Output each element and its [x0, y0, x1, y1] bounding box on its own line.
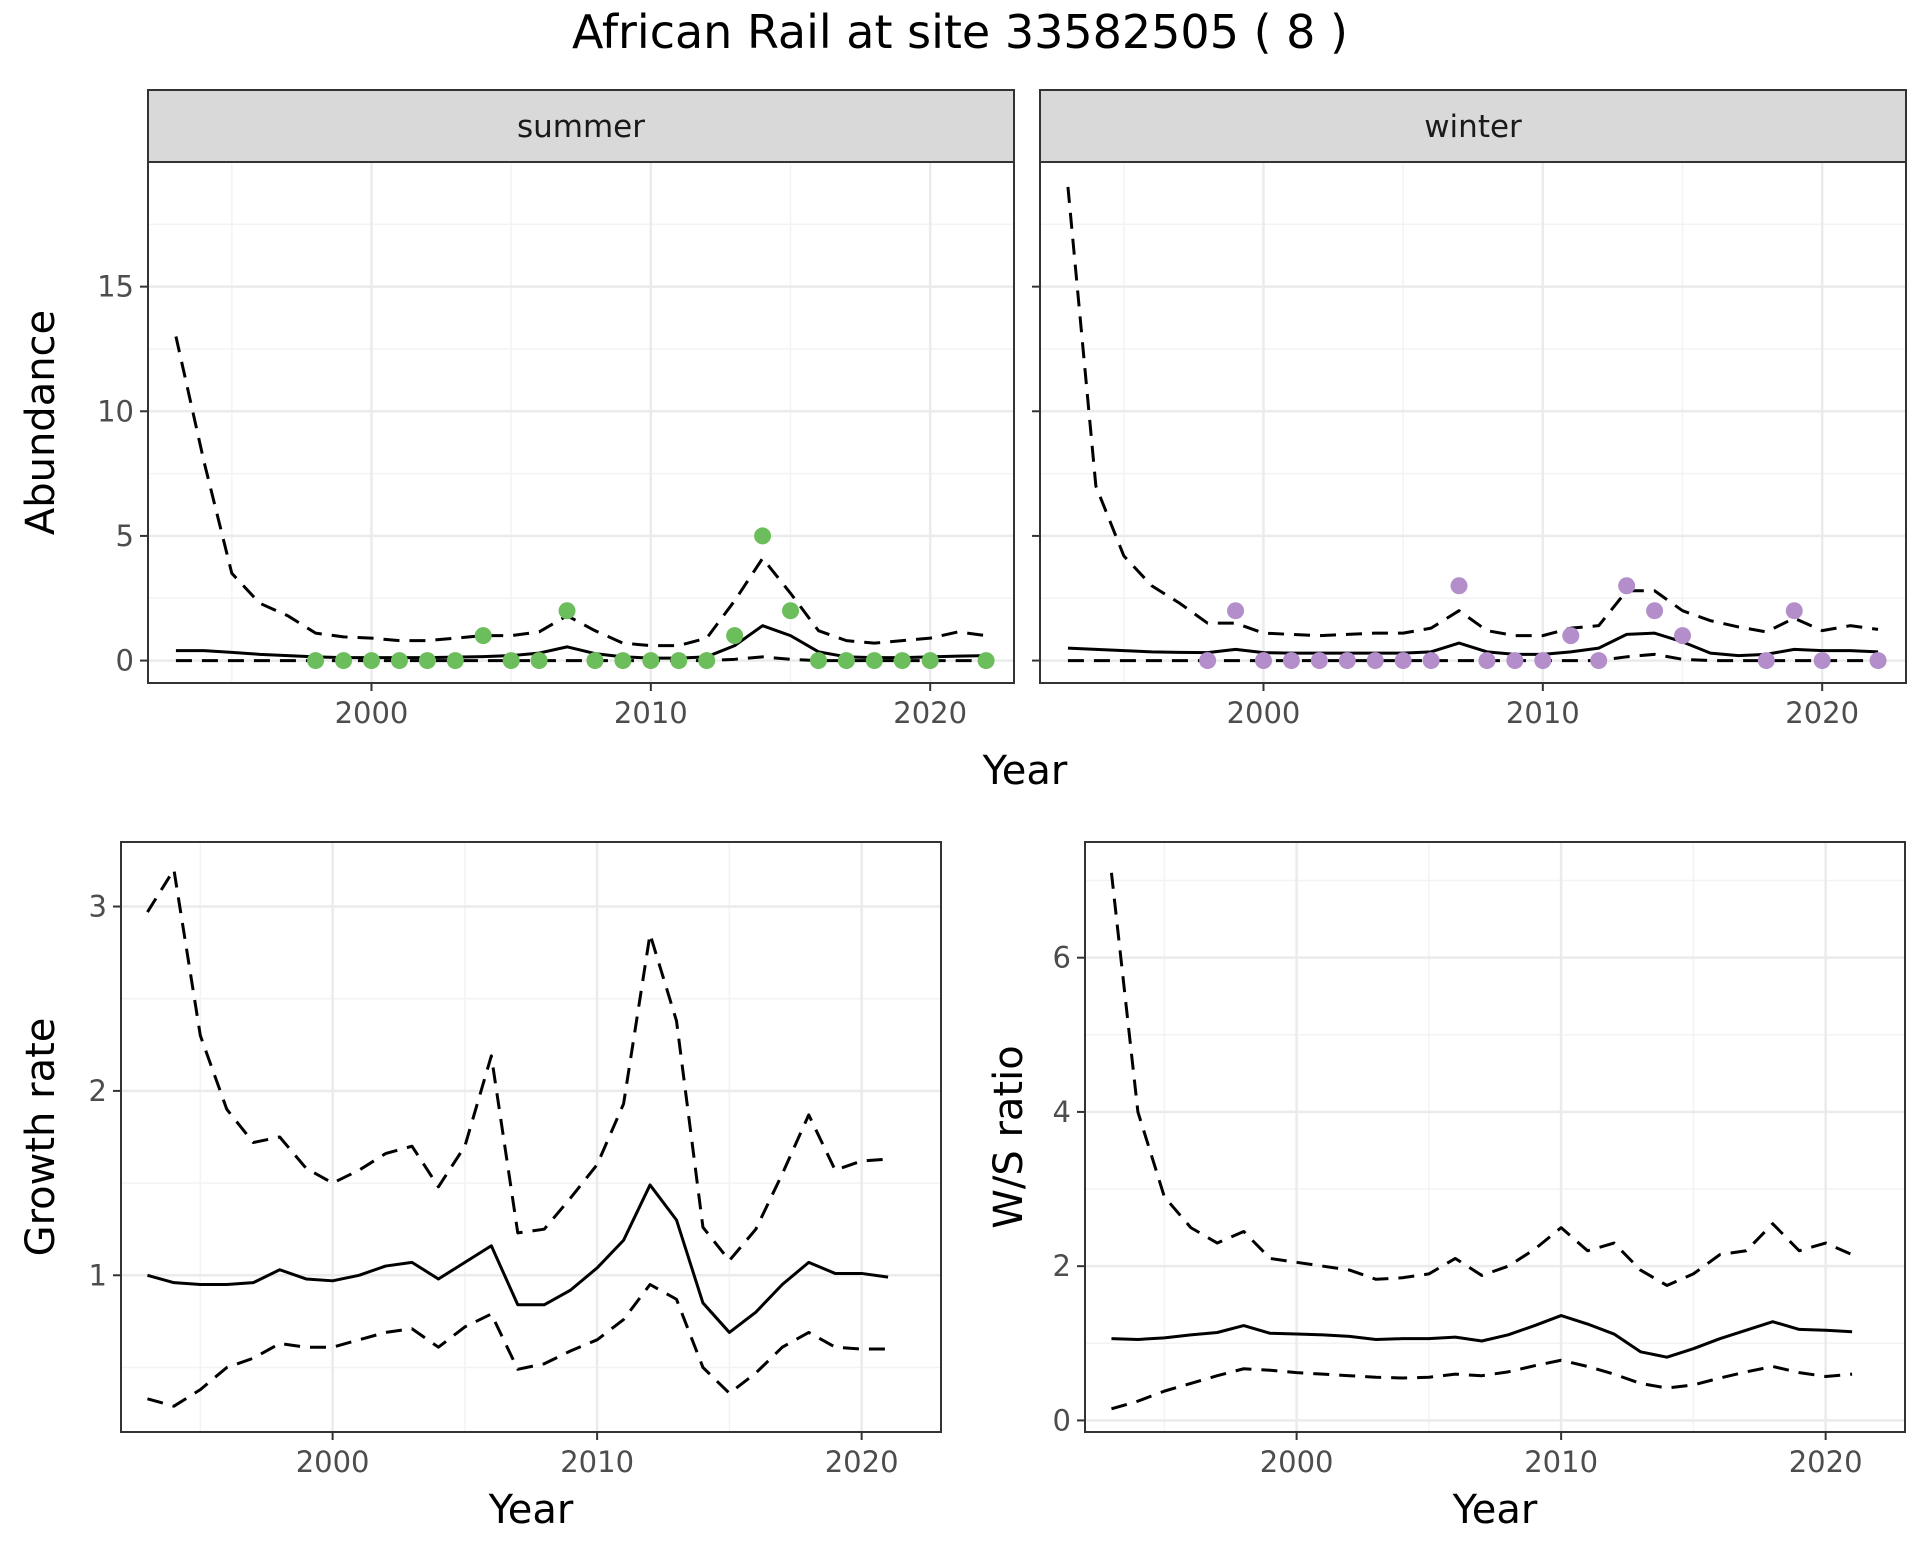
x-tick-label: 2020	[1789, 1445, 1863, 1479]
x-tick-label: 2010	[560, 1445, 634, 1479]
observation-point	[362, 652, 380, 670]
x-tick-label: 2020	[1785, 696, 1859, 730]
series-estimate-line	[1111, 1314, 1853, 1359]
observation-point	[474, 627, 492, 645]
series-lower-line	[1111, 1358, 1853, 1411]
y-axis-title: Abundance	[18, 310, 64, 535]
top-x-axis-title: Year	[982, 748, 1068, 794]
figure-title: African Rail at site 33582505 ( 8 )	[572, 5, 1348, 59]
observation-point	[1394, 652, 1412, 670]
y-tick-label: 10	[97, 394, 134, 428]
observation-point	[837, 652, 855, 670]
y-tick-label: 6	[1053, 941, 1071, 975]
observation-point	[614, 652, 632, 670]
observation-point	[1366, 652, 1384, 670]
observation-point	[1618, 577, 1636, 595]
x-axis-title: Year	[488, 1487, 574, 1533]
y-tick-label: 3	[89, 890, 107, 924]
observation-point	[586, 652, 604, 670]
y-tick-label: 2	[89, 1074, 107, 1108]
observation-point	[530, 652, 548, 670]
facet-strip	[1039, 89, 1907, 163]
panel-border	[1084, 841, 1906, 1433]
observation-point	[558, 602, 576, 620]
observation-point	[893, 652, 911, 670]
y-tick-label: 15	[97, 270, 134, 304]
observation-point	[977, 652, 995, 670]
observation-point	[418, 652, 436, 670]
observation-point	[1478, 652, 1496, 670]
observation-point	[446, 652, 464, 670]
y-tick-label: 0	[1053, 1403, 1071, 1437]
x-tick-label: 2010	[614, 696, 688, 730]
series-estimate-line	[1067, 631, 1879, 658]
facet-strip-label: summer	[517, 109, 645, 145]
x-axis-title: Year	[1452, 1487, 1538, 1533]
facet-strip	[147, 89, 1015, 163]
y-axis-title: W/S ratio	[986, 1045, 1032, 1228]
observation-point	[1310, 652, 1328, 670]
series-estimate-line	[147, 1183, 889, 1334]
observation-point	[670, 652, 688, 670]
observation-point	[1646, 602, 1664, 620]
x-tick-label: 2000	[335, 696, 409, 730]
observation-point	[307, 652, 325, 670]
observation-point	[782, 602, 800, 620]
panel-border	[1039, 161, 1907, 684]
panel-border	[120, 841, 942, 1433]
observation-point	[502, 652, 520, 670]
y-tick-label: 4	[1053, 1095, 1071, 1129]
observation-point	[698, 652, 716, 670]
observation-point	[754, 527, 772, 545]
series-upper-line	[1109, 872, 1853, 1287]
y-tick-label: 1	[89, 1258, 107, 1292]
observation-point	[1785, 602, 1803, 620]
observation-point	[1869, 652, 1887, 670]
y-axis-title: Growth rate	[18, 1018, 64, 1257]
observation-point	[809, 652, 827, 670]
observation-point	[1674, 627, 1692, 645]
observation-point	[1534, 652, 1552, 670]
series-lower-line	[147, 1283, 889, 1408]
observation-point	[1422, 652, 1440, 670]
y-tick-label: 5	[116, 519, 134, 553]
series-upper-line	[174, 336, 987, 648]
observation-point	[921, 652, 939, 670]
observation-point	[642, 652, 660, 670]
observation-point	[865, 652, 883, 670]
observation-point	[1590, 652, 1608, 670]
x-tick-label: 2020	[825, 1445, 899, 1479]
x-tick-label: 2000	[1227, 696, 1301, 730]
x-tick-label: 2000	[296, 1445, 370, 1479]
observation-point	[1757, 652, 1775, 670]
facet-strip-label: winter	[1424, 109, 1522, 145]
observation-point	[1813, 652, 1831, 670]
panel-border	[147, 161, 1015, 684]
x-tick-label: 2010	[1506, 696, 1580, 730]
ws-ratio-panel: 2000 2010 2020 0 2 4 6 W/S ratio Year	[986, 841, 1906, 1533]
observation-point	[1450, 577, 1468, 595]
x-tick-label: 2010	[1524, 1445, 1598, 1479]
x-tick-label: 2000	[1260, 1445, 1334, 1479]
observation-point	[335, 652, 353, 670]
winter-panel: 2000 2010 2020 winter	[1032, 89, 1907, 730]
observation-point	[390, 652, 408, 670]
observation-point	[1338, 652, 1356, 670]
growth-rate-panel: 2000 2010 2020 1 2 3 Growth rate Year	[18, 841, 942, 1533]
y-tick-label: 0	[116, 644, 134, 678]
observation-point	[1506, 652, 1524, 670]
observation-point	[1282, 652, 1300, 670]
observation-point	[1254, 652, 1272, 670]
observation-point	[726, 627, 744, 645]
x-tick-label: 2020	[893, 696, 967, 730]
observation-point	[1562, 627, 1580, 645]
observation-point	[1199, 652, 1217, 670]
series-upper-line	[1066, 186, 1879, 638]
y-tick-label: 2	[1053, 1249, 1071, 1283]
series-upper-line	[146, 868, 889, 1263]
summer-panel: 2000 2010 2020 0 5 10 15 summer Abundance	[18, 89, 1015, 730]
observation-point	[1227, 602, 1245, 620]
